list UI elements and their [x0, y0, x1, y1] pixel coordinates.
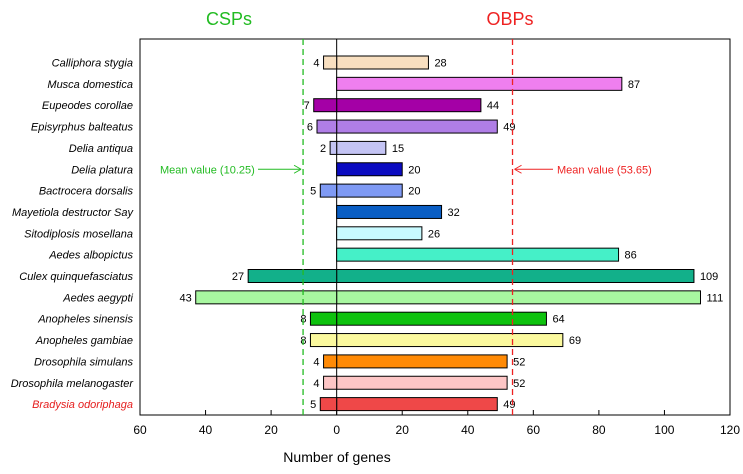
- mean-arrowhead-csps: [293, 164, 302, 174]
- bar-label-obp: 28: [434, 58, 446, 70]
- category-label: Bradysia odoriphaga: [32, 399, 133, 411]
- category-label: Musca domestica: [47, 79, 133, 91]
- bar-label-obp: 26: [428, 228, 440, 240]
- category-label: Drosophila melanogaster: [11, 378, 135, 390]
- x-tick-label: 100: [654, 423, 674, 437]
- bar-label-obp: 52: [513, 378, 525, 390]
- bar-csp: [319, 397, 338, 412]
- category-label: Drosophila simulans: [34, 356, 134, 368]
- category-label: Bactrocera dorsalis: [39, 186, 134, 198]
- bar-label-obp: 49: [503, 122, 515, 134]
- bar-csp: [323, 354, 338, 369]
- bar-csp: [329, 140, 338, 155]
- bar-label-csp: 27: [232, 271, 244, 283]
- x-axis-label: Number of genes: [283, 449, 390, 465]
- bar-csp: [247, 269, 338, 283]
- mean-label-csps: Mean value (10.25): [160, 164, 255, 176]
- title-csps: CSPs: [206, 9, 252, 29]
- bar-obp: [336, 55, 429, 70]
- bar-csp: [316, 119, 338, 134]
- bar-obp: [336, 183, 403, 198]
- category-label: Delia platura: [71, 164, 133, 176]
- bar-label-obp: 111: [707, 292, 724, 304]
- bar-label-csp: 6: [307, 122, 313, 134]
- category-label: Aedes albopictus: [48, 250, 133, 262]
- bar-obp: [336, 290, 701, 305]
- category-label: Aedes aegypti: [62, 292, 133, 304]
- category-label: Culex quinquefasciatus: [19, 271, 133, 283]
- bar-label-csp: 4: [313, 356, 319, 368]
- category-label: Episyrphus balteatus: [31, 122, 134, 134]
- x-tick-label: 80: [592, 423, 606, 437]
- bar-label-csp: 5: [310, 399, 316, 411]
- category-label: Eupeodes corollae: [42, 100, 133, 112]
- x-tick-label: 60: [133, 423, 147, 437]
- bar-label-obp: 52: [513, 356, 525, 368]
- bar-label-obp: 109: [700, 271, 718, 283]
- category-label: Mayetiola destructor Say: [12, 207, 135, 219]
- bar-label-obp: 15: [392, 143, 404, 155]
- category-label: Delia antiqua: [69, 143, 133, 155]
- bar-label-csp: 4: [313, 58, 319, 70]
- category-label: Anopheles gambiae: [35, 335, 133, 347]
- bar-label-obp: 49: [503, 399, 515, 411]
- x-tick-label: 40: [461, 423, 475, 437]
- mean-arrowhead-obps: [514, 164, 522, 174]
- bar-obp: [336, 311, 547, 326]
- category-label: Sitodiplosis mosellana: [24, 228, 133, 240]
- x-tick-label: 40: [199, 423, 213, 437]
- bar-csp: [319, 183, 338, 198]
- category-label: Anopheles sinensis: [37, 314, 133, 326]
- bar-label-obp: 69: [569, 335, 581, 347]
- bar-obp: [336, 98, 482, 113]
- bar-label-obp: 86: [625, 250, 637, 262]
- mean-label-obps: Mean value (53.65): [557, 164, 652, 176]
- bar-label-csp: 5: [310, 186, 316, 198]
- bar-obp: [336, 119, 498, 134]
- bar-obp: [336, 333, 564, 348]
- x-tick-label: 120: [720, 423, 740, 437]
- bar-label-csp: 7: [304, 100, 310, 112]
- bar-csp: [323, 55, 338, 70]
- bar-label-obp: 44: [487, 100, 499, 112]
- x-tick-label: 60: [527, 423, 541, 437]
- category-label: Calliphora stygia: [52, 58, 133, 70]
- bar-label-csp: 43: [179, 292, 191, 304]
- bar-label-obp: 87: [628, 79, 640, 91]
- bar-obp: [336, 204, 443, 219]
- x-tick-label: 0: [333, 423, 340, 437]
- x-tick-label: 20: [396, 423, 410, 437]
- plot-frame: [139, 38, 731, 416]
- bar-obp: [336, 226, 423, 241]
- bar-obp: [336, 354, 508, 369]
- bar-csp: [313, 98, 338, 113]
- title-obps: OBPs: [486, 9, 533, 29]
- bar-label-obp: 32: [448, 207, 460, 219]
- bar-csp: [323, 375, 338, 390]
- bar-obp: [336, 247, 620, 262]
- bar-label-obp: 64: [552, 314, 564, 326]
- bar-csp: [195, 290, 338, 305]
- bar-label-csp: 4: [313, 378, 319, 390]
- bar-obp: [336, 397, 498, 412]
- bar-csp: [309, 333, 338, 348]
- bar-label-obp: 20: [408, 164, 420, 176]
- bar-label-obp: 20: [408, 186, 420, 198]
- bar-csp: [309, 311, 338, 326]
- bar-obp: [336, 375, 508, 390]
- bar-obp: [336, 162, 403, 177]
- x-tick-label: 20: [264, 423, 278, 437]
- bar-obp: [336, 140, 387, 155]
- bar-obp: [336, 76, 623, 91]
- bar-label-csp: 2: [320, 143, 326, 155]
- bar-obp: [336, 269, 695, 283]
